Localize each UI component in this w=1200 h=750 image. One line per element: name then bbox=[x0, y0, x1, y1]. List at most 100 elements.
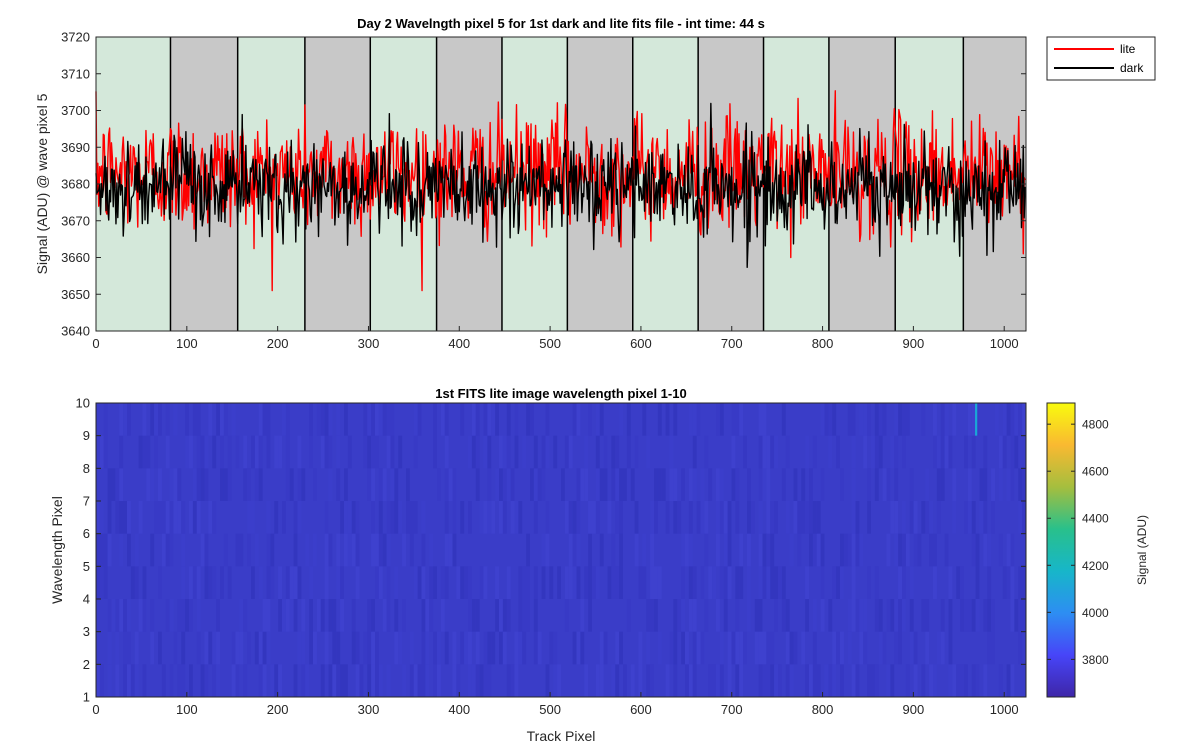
heatmap-cell bbox=[433, 435, 437, 469]
heatmap-cell bbox=[305, 533, 310, 567]
heatmap-cell bbox=[479, 566, 484, 599]
heatmap-cell bbox=[894, 468, 899, 501]
y-tick-label: 2 bbox=[83, 657, 90, 672]
heatmap-cell bbox=[564, 599, 569, 632]
heatmap-cell bbox=[847, 403, 852, 436]
y-tick-label: 3 bbox=[83, 624, 90, 639]
heatmap-cell bbox=[812, 599, 817, 632]
heatmap-cell bbox=[1022, 599, 1026, 632]
heatmap-cell bbox=[355, 664, 360, 697]
heatmap-cell bbox=[925, 599, 930, 632]
heatmap-cell bbox=[324, 435, 329, 469]
heatmap-cell bbox=[1014, 435, 1019, 469]
heatmap-cell bbox=[595, 664, 600, 697]
heatmap-cell bbox=[293, 501, 298, 534]
heatmap-cell bbox=[619, 631, 623, 665]
heatmap-cell bbox=[537, 468, 542, 501]
heatmap-cell bbox=[417, 566, 422, 599]
heatmap-cell bbox=[254, 468, 259, 501]
heatmap-cell bbox=[429, 533, 434, 567]
heatmap-cell bbox=[316, 403, 321, 436]
heatmap-cell bbox=[142, 435, 147, 469]
heatmap-cell bbox=[863, 435, 868, 469]
heatmap-cell bbox=[495, 403, 499, 436]
heatmap-cell bbox=[824, 403, 829, 436]
heatmap-cell bbox=[886, 599, 891, 632]
heatmap-cell bbox=[971, 533, 976, 567]
heatmap-cell bbox=[878, 631, 883, 665]
heatmap-cell bbox=[266, 566, 271, 599]
heatmap-cell bbox=[254, 533, 259, 567]
heatmap-cell bbox=[766, 566, 771, 599]
heatmap-cell bbox=[998, 664, 1003, 697]
heatmap-cell bbox=[1010, 664, 1015, 697]
heatmap-cell bbox=[506, 435, 511, 469]
heatmap-cell bbox=[781, 566, 786, 599]
heatmap-cell bbox=[328, 403, 333, 436]
heatmap-cell bbox=[828, 664, 833, 697]
heatmap-cell bbox=[836, 435, 840, 469]
heatmap-cell bbox=[925, 468, 930, 501]
heatmap-cell bbox=[115, 599, 120, 632]
heatmap-cell bbox=[925, 631, 930, 665]
heatmap-cell bbox=[1022, 468, 1026, 501]
heatmap-cell bbox=[793, 468, 798, 501]
heatmap-cell bbox=[409, 501, 414, 534]
heatmap-cell bbox=[576, 501, 581, 534]
colorbar-tick-label: 4000 bbox=[1082, 606, 1109, 620]
y-tick-label: 6 bbox=[83, 526, 90, 541]
heatmap-cell bbox=[444, 631, 449, 665]
heatmap-cell bbox=[506, 566, 511, 599]
heatmap-cell bbox=[878, 435, 883, 469]
heatmap-cell bbox=[433, 403, 437, 436]
heatmap-cell bbox=[460, 631, 465, 665]
heatmap-cell bbox=[421, 631, 426, 665]
heatmap-cell bbox=[382, 533, 387, 567]
heatmap-cell bbox=[475, 664, 480, 697]
legend-label-lite: lite bbox=[1120, 42, 1136, 56]
heatmap-cell bbox=[192, 566, 197, 599]
heatmap-cell bbox=[766, 468, 771, 501]
y-tick-label: 3720 bbox=[61, 30, 90, 45]
heatmap-cell bbox=[576, 566, 581, 599]
heatmap-cell bbox=[371, 664, 375, 697]
heatmap-cell bbox=[762, 566, 767, 599]
heatmap-cell bbox=[735, 664, 740, 697]
heatmap-cell bbox=[812, 533, 817, 567]
heatmap-cell bbox=[723, 533, 728, 567]
heatmap-cell bbox=[196, 501, 201, 534]
heatmap-cell bbox=[130, 664, 135, 697]
heatmap-cell bbox=[770, 566, 775, 599]
heatmap-cell bbox=[258, 631, 263, 665]
heatmap-cell bbox=[979, 468, 984, 501]
heatmap-cell bbox=[289, 468, 294, 501]
heatmap-cell bbox=[119, 533, 124, 567]
heatmap-cell bbox=[262, 403, 267, 436]
heatmap-cell bbox=[646, 599, 651, 632]
heatmap-cell bbox=[204, 533, 209, 567]
heatmap-cell bbox=[487, 664, 492, 697]
heatmap-cell bbox=[913, 664, 918, 697]
heatmap-cell bbox=[328, 468, 333, 501]
heatmap-cell bbox=[200, 664, 205, 697]
series-line-lite bbox=[95, 90, 1026, 292]
heatmap-cell bbox=[820, 403, 825, 436]
y-axis-bottom: 1 2 3 4 5 6 7 8 9 10 bbox=[76, 396, 1026, 705]
heatmap-cell bbox=[425, 664, 430, 697]
heatmap-cell bbox=[437, 631, 441, 665]
heatmap-cell bbox=[890, 599, 895, 632]
heatmap-cell bbox=[975, 664, 980, 697]
heatmap-cell bbox=[952, 501, 957, 534]
heatmap-cell bbox=[324, 501, 329, 534]
heatmap-cell bbox=[243, 468, 248, 501]
y-tick-label: 4 bbox=[83, 592, 90, 607]
heatmap-cell bbox=[541, 435, 546, 469]
heatmap-cell bbox=[995, 403, 999, 436]
heatmap-cell bbox=[115, 468, 120, 501]
heatmap-cell bbox=[766, 435, 771, 469]
heatmap-cell bbox=[309, 435, 313, 469]
heatmap-cell bbox=[471, 599, 476, 632]
heatmap-cell bbox=[382, 468, 387, 501]
heatmap-cell bbox=[165, 533, 170, 567]
heatmap-cell bbox=[347, 533, 352, 567]
